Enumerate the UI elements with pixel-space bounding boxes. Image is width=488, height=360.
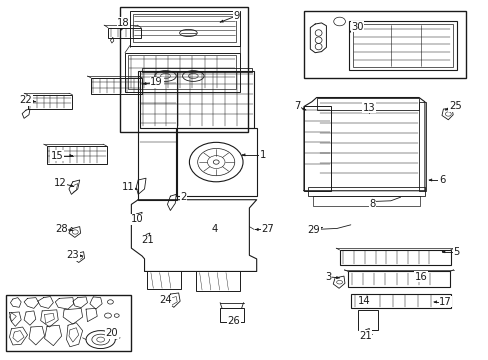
Text: 22: 22 xyxy=(20,95,32,105)
Text: 26: 26 xyxy=(227,316,240,325)
Bar xyxy=(339,250,450,265)
Text: 15: 15 xyxy=(50,150,63,161)
Bar xyxy=(357,310,377,329)
Bar xyxy=(304,107,330,191)
Bar xyxy=(307,187,424,196)
Bar xyxy=(176,128,256,196)
Text: 8: 8 xyxy=(368,199,375,209)
Bar xyxy=(128,55,235,89)
Text: 27: 27 xyxy=(261,225,274,234)
Text: 19: 19 xyxy=(150,77,163,87)
Text: 10: 10 xyxy=(131,215,143,224)
Text: 24: 24 xyxy=(159,295,171,305)
Bar xyxy=(120,7,248,132)
Bar xyxy=(312,196,419,206)
Bar xyxy=(142,68,251,72)
Text: 11: 11 xyxy=(122,182,135,192)
Text: 5: 5 xyxy=(452,247,459,257)
Text: 14: 14 xyxy=(357,296,369,306)
Text: 2: 2 xyxy=(180,192,186,202)
Text: 9: 9 xyxy=(233,11,240,21)
Bar xyxy=(133,14,235,42)
Bar xyxy=(352,24,452,67)
Text: 20: 20 xyxy=(105,328,118,338)
Text: 7: 7 xyxy=(293,101,300,111)
Bar xyxy=(108,28,141,38)
Bar xyxy=(130,12,239,45)
Text: 12: 12 xyxy=(54,178,66,188)
Bar xyxy=(5,295,131,351)
Text: 23: 23 xyxy=(66,250,79,260)
Bar xyxy=(316,98,418,110)
Bar xyxy=(418,102,426,191)
Text: 21: 21 xyxy=(358,331,371,341)
Text: 17: 17 xyxy=(438,297,451,307)
Text: 25: 25 xyxy=(448,102,461,112)
Text: 16: 16 xyxy=(414,272,427,282)
Bar xyxy=(350,294,450,308)
Bar xyxy=(147,271,181,289)
Text: 28: 28 xyxy=(55,225,68,234)
Text: 30: 30 xyxy=(351,22,363,32)
Text: 21: 21 xyxy=(142,235,154,245)
Bar xyxy=(125,53,239,92)
Text: 29: 29 xyxy=(307,225,320,235)
Bar xyxy=(47,146,106,164)
Bar xyxy=(140,71,254,128)
Bar xyxy=(27,95,72,109)
Text: 4: 4 xyxy=(211,225,217,234)
Bar xyxy=(347,271,449,287)
Bar xyxy=(91,78,142,94)
Text: 3: 3 xyxy=(325,272,331,282)
Bar xyxy=(304,12,466,78)
Text: 6: 6 xyxy=(438,175,444,185)
Bar xyxy=(220,309,243,322)
Bar xyxy=(348,22,456,70)
Text: 13: 13 xyxy=(362,103,374,113)
Text: 18: 18 xyxy=(117,18,130,28)
Bar xyxy=(138,71,177,200)
Text: 1: 1 xyxy=(259,150,265,160)
Bar xyxy=(195,271,239,291)
